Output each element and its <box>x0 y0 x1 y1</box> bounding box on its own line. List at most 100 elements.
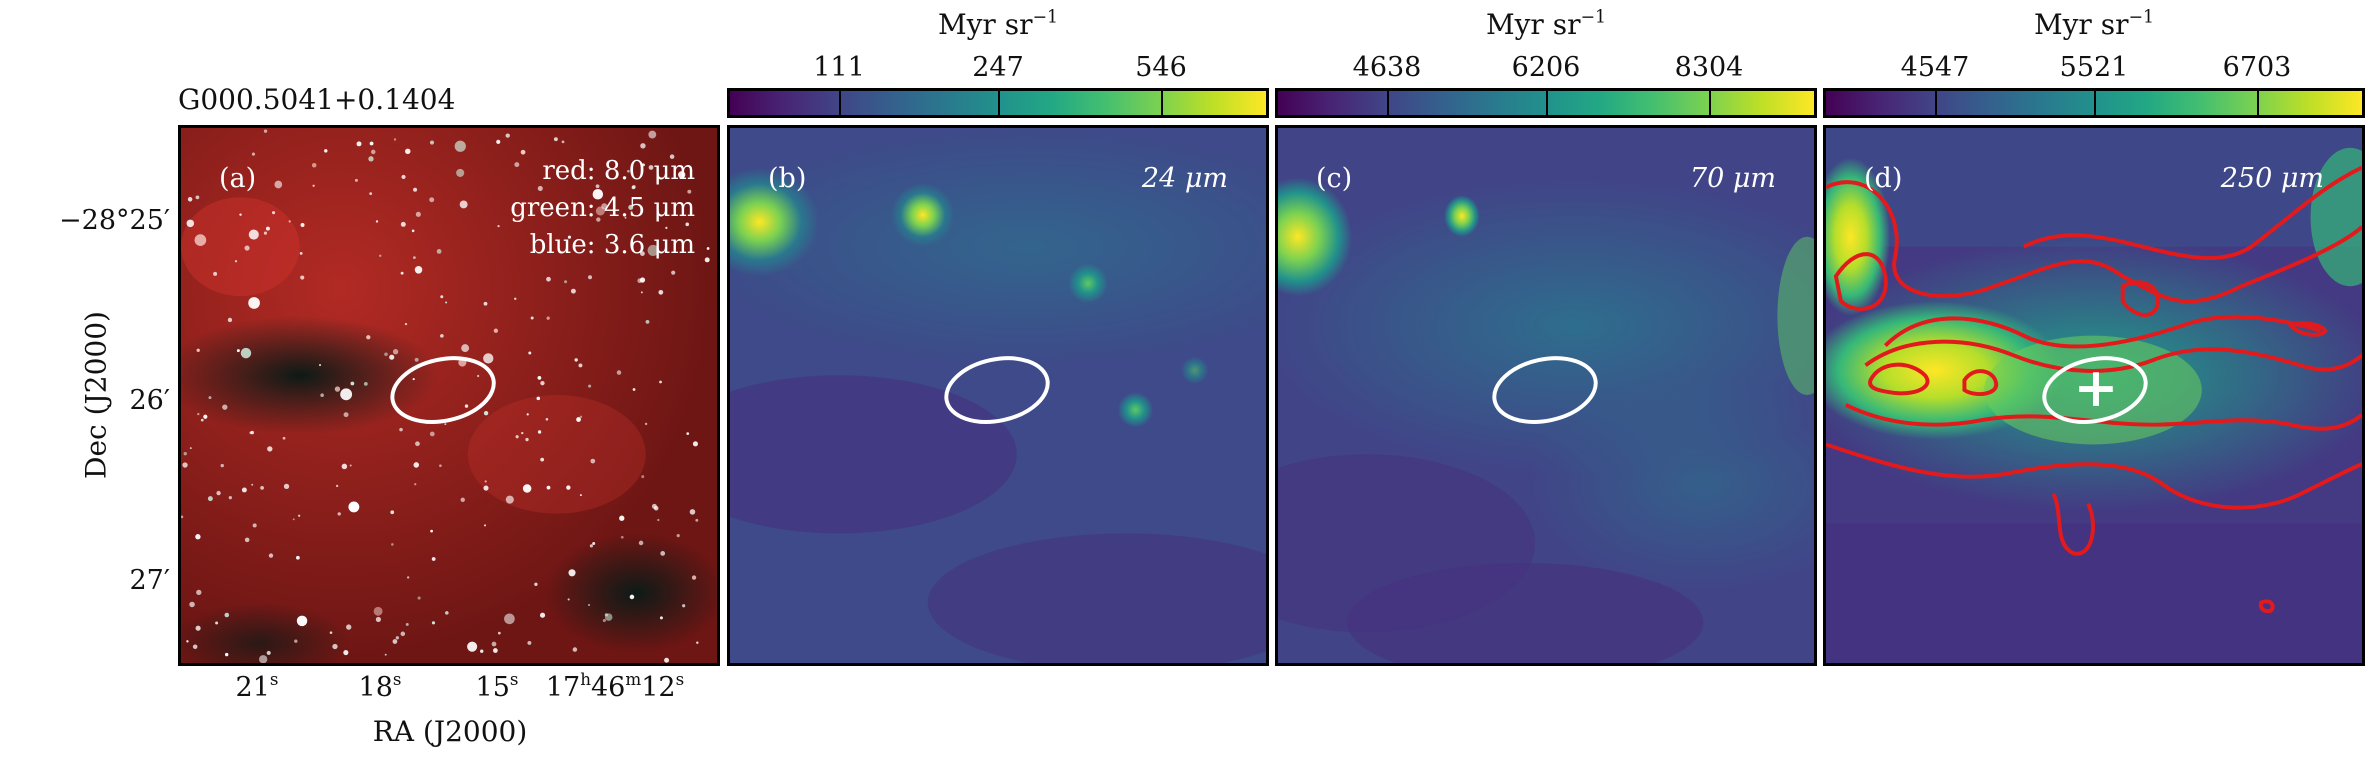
red-channel-label: red: 8.0 μm <box>542 156 695 186</box>
ra-tick-label: 17h46m12s <box>545 669 685 703</box>
star <box>540 457 545 462</box>
star <box>415 441 420 447</box>
star <box>298 514 301 517</box>
star <box>704 257 710 263</box>
star <box>356 141 362 147</box>
star <box>429 197 435 203</box>
dec-tick-label: 27′ <box>129 565 171 596</box>
star <box>411 229 415 233</box>
star <box>228 495 233 500</box>
star <box>686 432 690 436</box>
panel-letter: (d) <box>1864 163 1903 194</box>
star <box>379 254 382 257</box>
star <box>689 509 696 515</box>
star <box>354 178 358 182</box>
source-ellipse <box>390 356 496 424</box>
star <box>384 653 387 656</box>
star <box>493 328 499 333</box>
colorbar-tick-label: 4638 <box>1352 52 1422 83</box>
star <box>266 650 271 655</box>
star <box>263 129 268 133</box>
star <box>445 611 449 615</box>
star <box>522 484 532 493</box>
star <box>601 203 608 210</box>
colorbar-tick-label: 8304 <box>1674 52 1744 83</box>
star <box>189 447 192 450</box>
star <box>207 496 213 502</box>
source-ellipse <box>2042 356 2148 424</box>
star <box>329 631 333 634</box>
star <box>240 347 252 359</box>
colorbar-gradient <box>1275 88 1817 118</box>
star <box>629 594 635 600</box>
star <box>527 640 532 645</box>
star <box>248 229 259 240</box>
star <box>483 485 489 491</box>
star <box>236 349 240 353</box>
star <box>578 363 583 368</box>
star <box>244 245 250 251</box>
star <box>682 604 686 608</box>
250um-map <box>1826 128 2362 663</box>
star <box>363 381 368 386</box>
star <box>415 211 421 217</box>
star <box>520 149 526 155</box>
star <box>460 497 465 503</box>
blue-channel-label: blue: 3.6 μm <box>529 230 695 260</box>
star <box>268 553 274 558</box>
24um-map <box>730 128 1266 663</box>
star <box>241 487 247 493</box>
star <box>653 505 659 511</box>
star <box>417 596 421 600</box>
star <box>595 184 600 189</box>
star <box>592 189 604 200</box>
star <box>392 349 399 355</box>
star <box>414 357 419 362</box>
star <box>657 518 660 522</box>
star <box>195 534 201 540</box>
star <box>183 451 187 456</box>
star <box>369 192 373 196</box>
star <box>588 384 592 388</box>
star <box>632 184 636 189</box>
star <box>534 582 538 586</box>
star <box>536 396 541 401</box>
star <box>300 275 305 280</box>
star <box>696 641 699 644</box>
star <box>373 606 383 616</box>
star <box>265 226 270 231</box>
star <box>546 485 551 490</box>
star <box>215 621 219 625</box>
star <box>566 485 571 490</box>
star <box>395 636 400 640</box>
star <box>186 219 195 228</box>
colorbar-unit-label: Myr sr−1 <box>1485 7 1607 41</box>
source-name: G000.5041+0.1404 <box>178 83 456 116</box>
colorbar-gradient <box>1823 88 2365 118</box>
star <box>225 652 229 657</box>
star <box>461 344 470 353</box>
star <box>627 169 630 173</box>
colorbar-tick-label: 6703 <box>2222 52 2292 83</box>
star <box>196 348 200 352</box>
star <box>640 251 645 256</box>
star <box>525 437 529 442</box>
star <box>400 631 406 637</box>
star <box>194 234 207 246</box>
star <box>375 616 381 623</box>
star <box>467 641 478 652</box>
star <box>484 480 487 483</box>
ra-axis-label: RA (J2000) <box>372 715 528 748</box>
star <box>412 377 415 381</box>
star <box>337 512 341 516</box>
wavelength-label: 24 μm <box>1141 163 1228 194</box>
star <box>296 555 300 560</box>
star <box>311 163 317 168</box>
source-ellipse <box>1492 356 1598 424</box>
star <box>514 297 517 300</box>
star <box>203 414 208 419</box>
star <box>576 417 581 422</box>
star <box>596 217 601 222</box>
star <box>671 270 676 275</box>
